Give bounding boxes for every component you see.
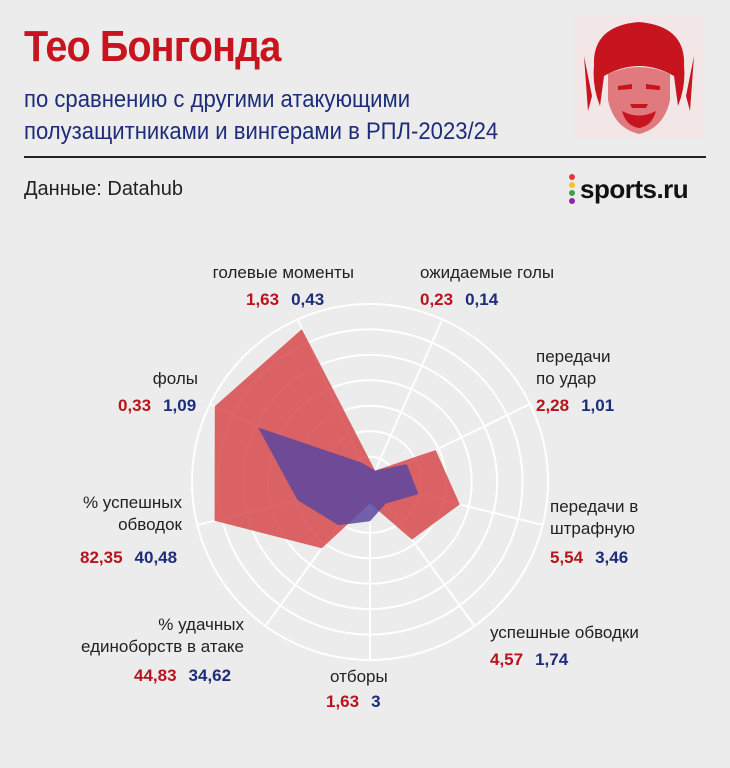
player-portrait <box>574 16 704 138</box>
player-value: 0,33 <box>118 396 152 415</box>
axis-label-key-passes: передачи по удар <box>536 346 656 390</box>
axis-values-fouls: 0,33 1,09 <box>118 396 196 416</box>
player-value: 0,23 <box>420 290 454 309</box>
axis-label-box-passes: передачи в штрафную <box>550 496 654 540</box>
axis-label-text: % успешных обводок <box>82 493 182 534</box>
axis-label-text: передачи в штрафную <box>550 497 639 538</box>
axis-label-text: % удачных единоборств в атаке <box>81 615 244 656</box>
axis-label-dribbles: успешные обводки <box>490 623 639 642</box>
axis-values-box-passes: 5,54 3,46 <box>550 548 628 568</box>
axis-label-tackles: отборы <box>330 667 388 686</box>
player-value: 1,63 <box>246 290 280 309</box>
axis-label-dribble-pct: % успешных обводок <box>74 492 182 536</box>
others-value: 40,48 <box>134 548 178 567</box>
others-value: 34,62 <box>188 666 232 685</box>
sports-ru-dots-logo-icon <box>569 174 575 204</box>
page-title: Тео Бонгонда <box>24 22 281 71</box>
axis-values-xg: 0,23 0,14 <box>420 290 498 310</box>
sports-ru-logo[interactable]: sports.ru <box>567 172 689 206</box>
axis-label-xg: ожидаемые голы <box>420 263 555 282</box>
others-value: 3,46 <box>595 548 629 567</box>
axis-label-text: передачи по удар <box>536 347 611 388</box>
others-value: 0,43 <box>291 290 325 309</box>
axis-values-duels: 44,83 34,62 <box>134 666 231 686</box>
axis-values-dribble-pct: 82,35 40,48 <box>80 548 177 568</box>
data-source: Данные: Datahub <box>24 178 183 200</box>
player-value: 2,28 <box>536 396 570 415</box>
page-subtitle: по сравнению с другими атакующими полуза… <box>24 86 499 145</box>
radar-spoke <box>369 318 444 483</box>
axis-values-dribbles: 4,57 1,74 <box>490 650 568 670</box>
others-value: 3 <box>371 692 381 711</box>
player-value: 44,83 <box>134 666 177 685</box>
axis-values-tackles: 1,63 3 <box>326 692 381 712</box>
player-value: 4,57 <box>490 650 524 669</box>
others-value: 1,09 <box>163 396 197 415</box>
axis-values-chances: 1,63 0,43 <box>246 290 324 310</box>
header-divider <box>24 156 706 158</box>
player-value: 82,35 <box>80 548 123 567</box>
axis-label-fouls: фолы <box>152 369 198 388</box>
radar-series <box>214 329 460 549</box>
others-series-area <box>258 427 419 526</box>
logo-text: sports.ru <box>580 173 689 204</box>
axis-label-chances: голевые моменты <box>212 263 354 282</box>
others-value: 1,74 <box>535 650 569 669</box>
axis-values-key-passes: 2,28 1,01 <box>536 396 614 416</box>
others-value: 0,14 <box>465 290 499 309</box>
others-value: 1,01 <box>581 396 615 415</box>
axis-label-duels: % удачных единоборств в атаке <box>68 614 244 658</box>
player-value: 1,63 <box>326 692 360 711</box>
player-value: 5,54 <box>550 548 584 567</box>
